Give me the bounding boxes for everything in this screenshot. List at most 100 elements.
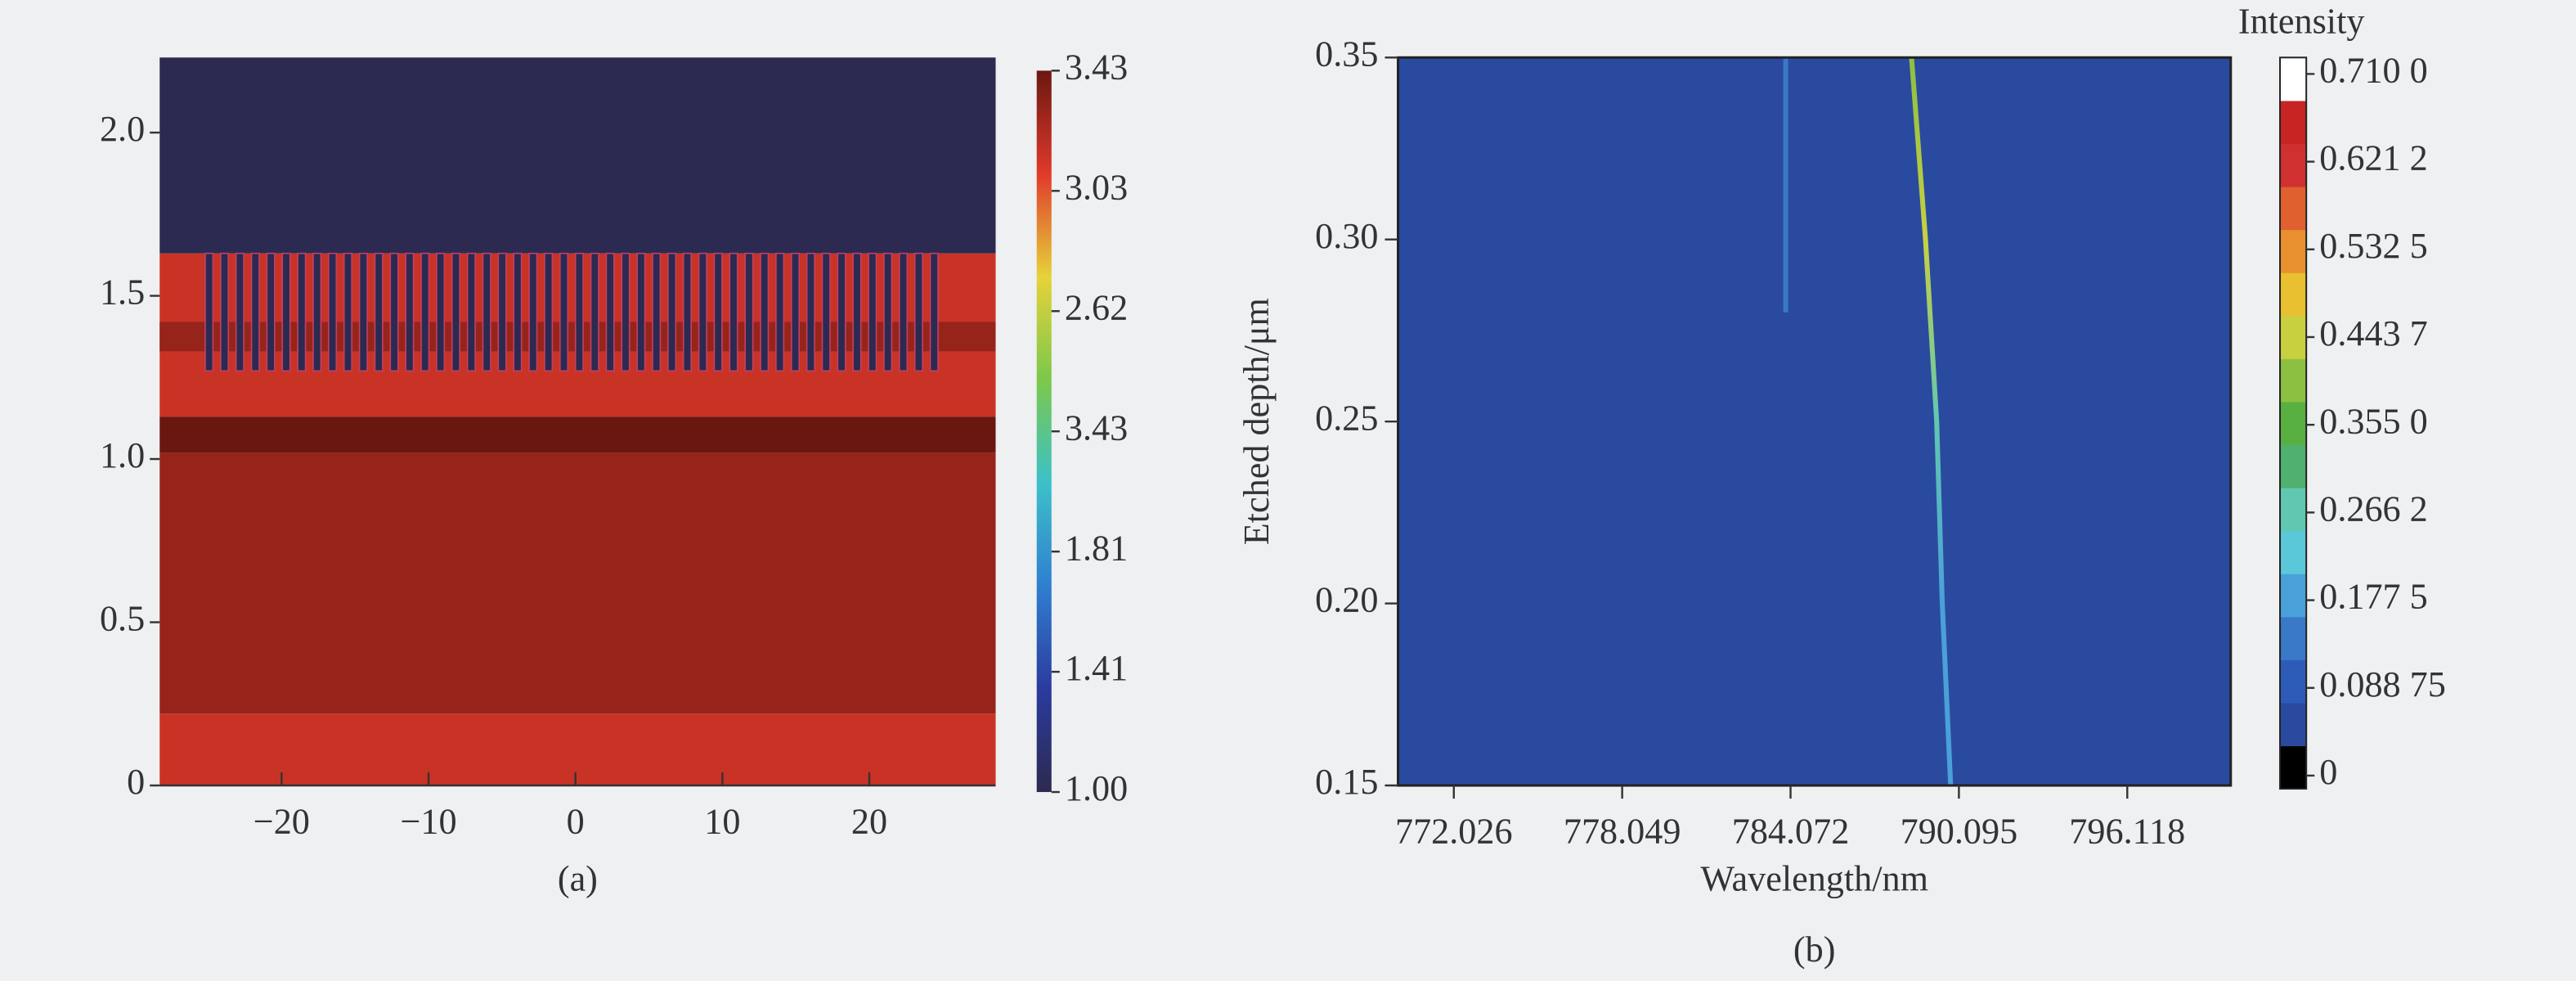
y-tick-label: 0.5 xyxy=(100,599,145,639)
x-tick-label: −20 xyxy=(254,801,310,841)
grating-groove xyxy=(667,252,677,372)
grating-groove xyxy=(760,252,770,372)
colorbar-label: 3.43 xyxy=(1065,407,1128,448)
x-tick-label: 790.095 xyxy=(1901,811,2018,851)
colorbar-cell xyxy=(2280,401,2307,446)
y-tick-label: 2.0 xyxy=(100,109,145,149)
colorbar-cell xyxy=(2280,187,2307,231)
colorbar-cell xyxy=(2280,358,2307,403)
grating-groove xyxy=(821,252,831,372)
colorbar-cell xyxy=(2280,272,2307,317)
y-axis-label: Etched depth/μm xyxy=(1236,298,1277,545)
grating-groove xyxy=(374,252,384,372)
grating-groove xyxy=(358,252,368,372)
colorbar-cell xyxy=(2280,574,2307,618)
grating-groove xyxy=(343,252,352,372)
grating-groove xyxy=(574,252,584,372)
grating-groove xyxy=(744,252,754,372)
y-tick-label: 0.35 xyxy=(1315,34,1378,74)
intensity-ridge xyxy=(1909,57,1954,786)
y-tick-label: 0.20 xyxy=(1315,580,1378,620)
grating-groove xyxy=(497,252,507,372)
colorbar-label: 0.177 5 xyxy=(2319,577,2428,617)
colorbar-label: 0.532 5 xyxy=(2319,226,2428,266)
colorbar-cell xyxy=(2280,530,2307,574)
colorbar-label: 0.266 2 xyxy=(2319,489,2428,529)
grating-groove xyxy=(837,252,846,372)
colorbar-cell xyxy=(2280,229,2307,273)
grating-groove xyxy=(698,252,707,372)
grating-groove xyxy=(451,252,461,372)
colorbar-cell xyxy=(2280,616,2307,660)
index-layer xyxy=(159,57,996,254)
grating-groove xyxy=(913,252,923,372)
grating-groove xyxy=(806,252,815,372)
x-tick-label: 10 xyxy=(704,801,740,841)
colorbar-cell xyxy=(2280,745,2307,790)
colorbar-label: 0 xyxy=(2319,752,2337,792)
index-layer xyxy=(159,452,996,714)
colorbar-cell xyxy=(2280,702,2307,747)
grating-groove xyxy=(528,252,538,372)
x-tick-label: 20 xyxy=(851,801,887,841)
grating-groove xyxy=(621,252,631,372)
grating-groove xyxy=(466,252,476,372)
grating-groove xyxy=(266,252,276,372)
grating-groove xyxy=(220,252,230,372)
grating-groove xyxy=(713,252,723,372)
colorbar-label: 0.710 0 xyxy=(2319,51,2428,91)
colorbar-cell xyxy=(2280,659,2307,704)
y-tick-label: 0.15 xyxy=(1315,762,1378,802)
grating-groove xyxy=(652,252,662,372)
grating-groove xyxy=(389,252,399,372)
x-tick-label: 784.072 xyxy=(1732,811,1850,851)
grating-groove xyxy=(929,252,939,372)
grating-groove xyxy=(899,252,909,372)
grating-groove xyxy=(297,252,307,372)
x-tick-label: 778.049 xyxy=(1564,811,1681,851)
grating-groove xyxy=(405,252,415,372)
index-layer xyxy=(159,416,996,453)
caption: (a) xyxy=(558,859,598,899)
plot-background xyxy=(1398,57,2231,786)
grating-groove xyxy=(328,252,338,372)
colorbar-cell xyxy=(2280,444,2307,488)
grating-groove xyxy=(420,252,430,372)
grating-groove xyxy=(729,252,738,372)
y-tick-label: 0.30 xyxy=(1315,216,1378,256)
colorbar-cell xyxy=(2280,143,2307,187)
grating-groove xyxy=(235,252,245,372)
x-tick-label: 0 xyxy=(567,801,585,841)
x-tick-label: 772.026 xyxy=(1395,811,1513,851)
grating-groove xyxy=(281,252,291,372)
colorbar-label: 0.443 7 xyxy=(2319,313,2428,353)
colorbar-label: 3.43 xyxy=(1065,47,1128,88)
y-tick-label: 0 xyxy=(127,762,145,802)
colorbar-label: 2.62 xyxy=(1065,287,1128,327)
grating-groove xyxy=(590,252,599,372)
colorbar-label: 3.03 xyxy=(1065,167,1128,207)
grating-groove xyxy=(559,252,569,372)
grating-groove xyxy=(204,252,214,372)
colorbar-label: 0.355 0 xyxy=(2319,401,2428,441)
grating-groove xyxy=(790,252,801,372)
index-layer xyxy=(159,713,996,786)
colorbar-cell xyxy=(2280,315,2307,359)
grating-groove xyxy=(250,252,260,372)
y-tick-label: 0.25 xyxy=(1315,398,1378,438)
grating-groove xyxy=(883,252,893,372)
grating-groove xyxy=(868,252,877,372)
colorbar-label: 1.81 xyxy=(1065,528,1128,568)
grating-groove xyxy=(544,252,554,372)
grating-groove xyxy=(636,252,646,372)
colorbar xyxy=(1036,70,1052,793)
x-tick-label: 796.118 xyxy=(2069,811,2185,851)
grating-groove xyxy=(682,252,692,372)
grating-groove xyxy=(513,252,523,372)
grating-groove xyxy=(312,252,322,372)
colorbar-cell xyxy=(2280,100,2307,145)
y-tick-label: 1.0 xyxy=(100,435,145,475)
grating-groove xyxy=(852,252,862,372)
